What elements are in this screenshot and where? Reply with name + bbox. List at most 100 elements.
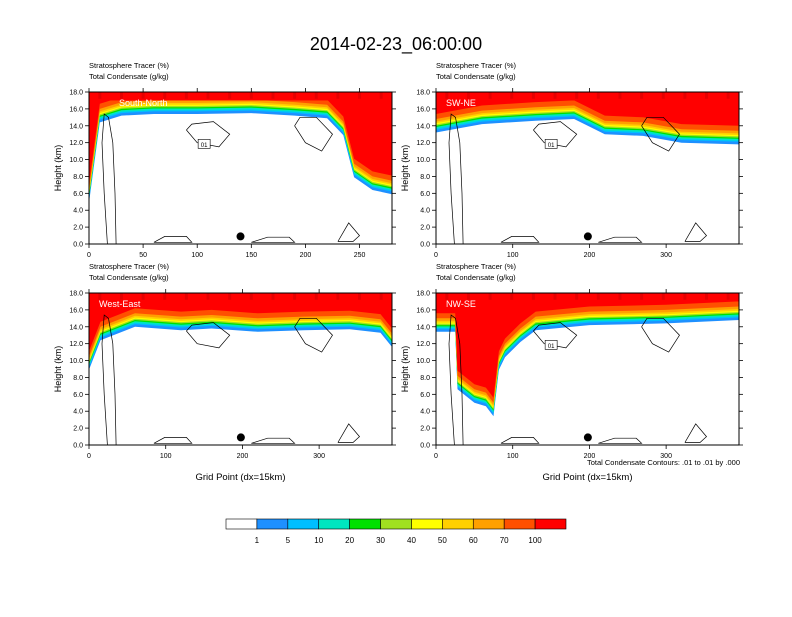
y-tick-label: 2.0 xyxy=(420,225,430,232)
location-marker xyxy=(583,433,592,442)
y-tick-label: 14.0 xyxy=(69,123,83,130)
x-tick-label: 300 xyxy=(660,453,672,460)
y-axis-label: Height (km) xyxy=(400,145,410,192)
colorbar-swatch xyxy=(349,518,381,530)
y-tick-label: 4.0 xyxy=(420,208,430,215)
condensate-contour xyxy=(641,317,680,353)
x-tick-label: 300 xyxy=(313,453,325,460)
x-axis-label: Grid Point (dx=15km) xyxy=(195,472,285,483)
contour-label: 01 xyxy=(201,143,208,149)
panel-frame xyxy=(88,91,393,245)
condensate-contours xyxy=(101,113,360,244)
colorbar-label: 30 xyxy=(376,536,385,545)
y-tick-label: 18.0 xyxy=(69,90,83,97)
y-tick-label: 10.0 xyxy=(69,157,83,164)
y-tick-label: 2.0 xyxy=(73,426,83,433)
contour-label: 01 xyxy=(548,344,555,350)
y-tick-label: 8.0 xyxy=(420,174,430,181)
colorbar-swatch xyxy=(380,518,412,530)
y-axis-label: Height (km) xyxy=(400,346,410,393)
colorbar-swatch xyxy=(318,518,350,530)
condensate-contour xyxy=(186,322,231,349)
y-tick-label: 4.0 xyxy=(420,409,430,416)
y-tick-label: 16.0 xyxy=(416,307,430,314)
tracer-band-10 xyxy=(89,92,392,184)
panel-frame xyxy=(435,292,740,446)
panel-header-condensate: Total Condensate (g/kg) xyxy=(89,273,169,282)
colorbar-swatch xyxy=(256,518,289,530)
condensate-contour xyxy=(337,423,360,443)
colorbar-label: 100 xyxy=(528,536,542,545)
condensate-contour xyxy=(684,423,707,443)
x-tick-label: 100 xyxy=(160,453,172,460)
panel-header-tracer: Stratosphere Tracer (%) xyxy=(436,262,517,271)
condensate-contour xyxy=(684,222,707,242)
y-axis-label: Height (km) xyxy=(53,145,63,192)
colorbar-label: 40 xyxy=(407,536,416,545)
y-tick-label: 4.0 xyxy=(73,208,83,215)
x-tick-label: 100 xyxy=(507,252,519,259)
colorbar-swatch xyxy=(472,518,505,530)
panel-header-condensate: Total Condensate (g/kg) xyxy=(436,72,516,81)
colorbar-swatch xyxy=(225,518,258,530)
x-tick-label: 100 xyxy=(507,453,519,460)
y-tick-label: 6.0 xyxy=(73,191,83,198)
panel-plot-area xyxy=(89,293,392,445)
y-tick-label: 18.0 xyxy=(416,90,430,97)
x-tick-label: 200 xyxy=(584,252,596,259)
panel-south-north: Stratosphere Tracer (%) Total Condensate … xyxy=(53,61,396,259)
condensate-contour xyxy=(153,437,193,444)
y-tick-label: 2.0 xyxy=(73,225,83,232)
tracer-top-cap xyxy=(436,92,739,101)
y-tick-label: 0.0 xyxy=(420,242,430,249)
condensate-contours xyxy=(448,314,707,445)
condensate-contour xyxy=(101,113,117,244)
x-tick-label: 0 xyxy=(434,453,438,460)
tracer-band-10 xyxy=(89,293,392,352)
condensate-contour xyxy=(294,116,333,152)
contour-label: 01 xyxy=(548,143,555,149)
condensate-contour xyxy=(251,437,296,444)
condensate-contour xyxy=(294,317,333,353)
x-tick-label: 250 xyxy=(354,252,366,259)
colorbar: 1 5 10 20 30 40 50 60 70 100 xyxy=(225,518,567,545)
condensate-contour xyxy=(337,222,360,242)
condensate-contour xyxy=(598,437,643,444)
colorbar-swatch xyxy=(287,518,320,530)
panel-header-tracer: Stratosphere Tracer (%) xyxy=(89,262,170,271)
panel-west-east: Stratosphere Tracer (%) Total Condensate … xyxy=(53,262,396,483)
y-tick-label: 14.0 xyxy=(416,123,430,130)
contour-label-box xyxy=(544,139,558,149)
y-tick-label: 6.0 xyxy=(420,191,430,198)
tracer-top-cap xyxy=(89,92,392,101)
colorbar-label: 50 xyxy=(438,536,447,545)
condensate-contour xyxy=(186,121,231,148)
y-tick-label: 4.0 xyxy=(73,409,83,416)
x-axis-label: Grid Point (dx=15km) xyxy=(542,472,632,483)
y-tick-label: 18.0 xyxy=(416,291,430,298)
y-tick-label: 12.0 xyxy=(416,341,430,348)
contour-label-box xyxy=(544,340,558,350)
colorbar-label: 10 xyxy=(314,536,323,545)
y-tick-label: 8.0 xyxy=(420,375,430,382)
panel-frame xyxy=(435,91,740,245)
y-tick-label: 6.0 xyxy=(420,392,430,399)
condensate-contours xyxy=(448,113,707,244)
panel-header-tracer: Stratosphere Tracer (%) xyxy=(436,61,517,70)
panel-label: SW-NE xyxy=(446,98,476,108)
panel-header-condensate: Total Condensate (g/kg) xyxy=(89,72,169,81)
condensate-contour xyxy=(251,236,296,243)
location-marker xyxy=(236,433,245,442)
x-tick-label: 0 xyxy=(434,252,438,259)
condensate-contour xyxy=(533,322,578,349)
panel-header-condensate: Total Condensate (g/kg) xyxy=(436,273,516,282)
condensate-contour xyxy=(500,437,540,444)
panel-label: West-East xyxy=(99,299,141,309)
y-tick-label: 16.0 xyxy=(69,106,83,113)
y-tick-label: 0.0 xyxy=(73,242,83,249)
panel-header-tracer: Stratosphere Tracer (%) xyxy=(89,61,170,70)
panels: Stratosphere Tracer (%) Total Condensate … xyxy=(53,61,743,483)
tracer-top-cap xyxy=(436,293,739,302)
y-tick-label: 16.0 xyxy=(416,106,430,113)
y-axis-label: Height (km) xyxy=(53,346,63,393)
